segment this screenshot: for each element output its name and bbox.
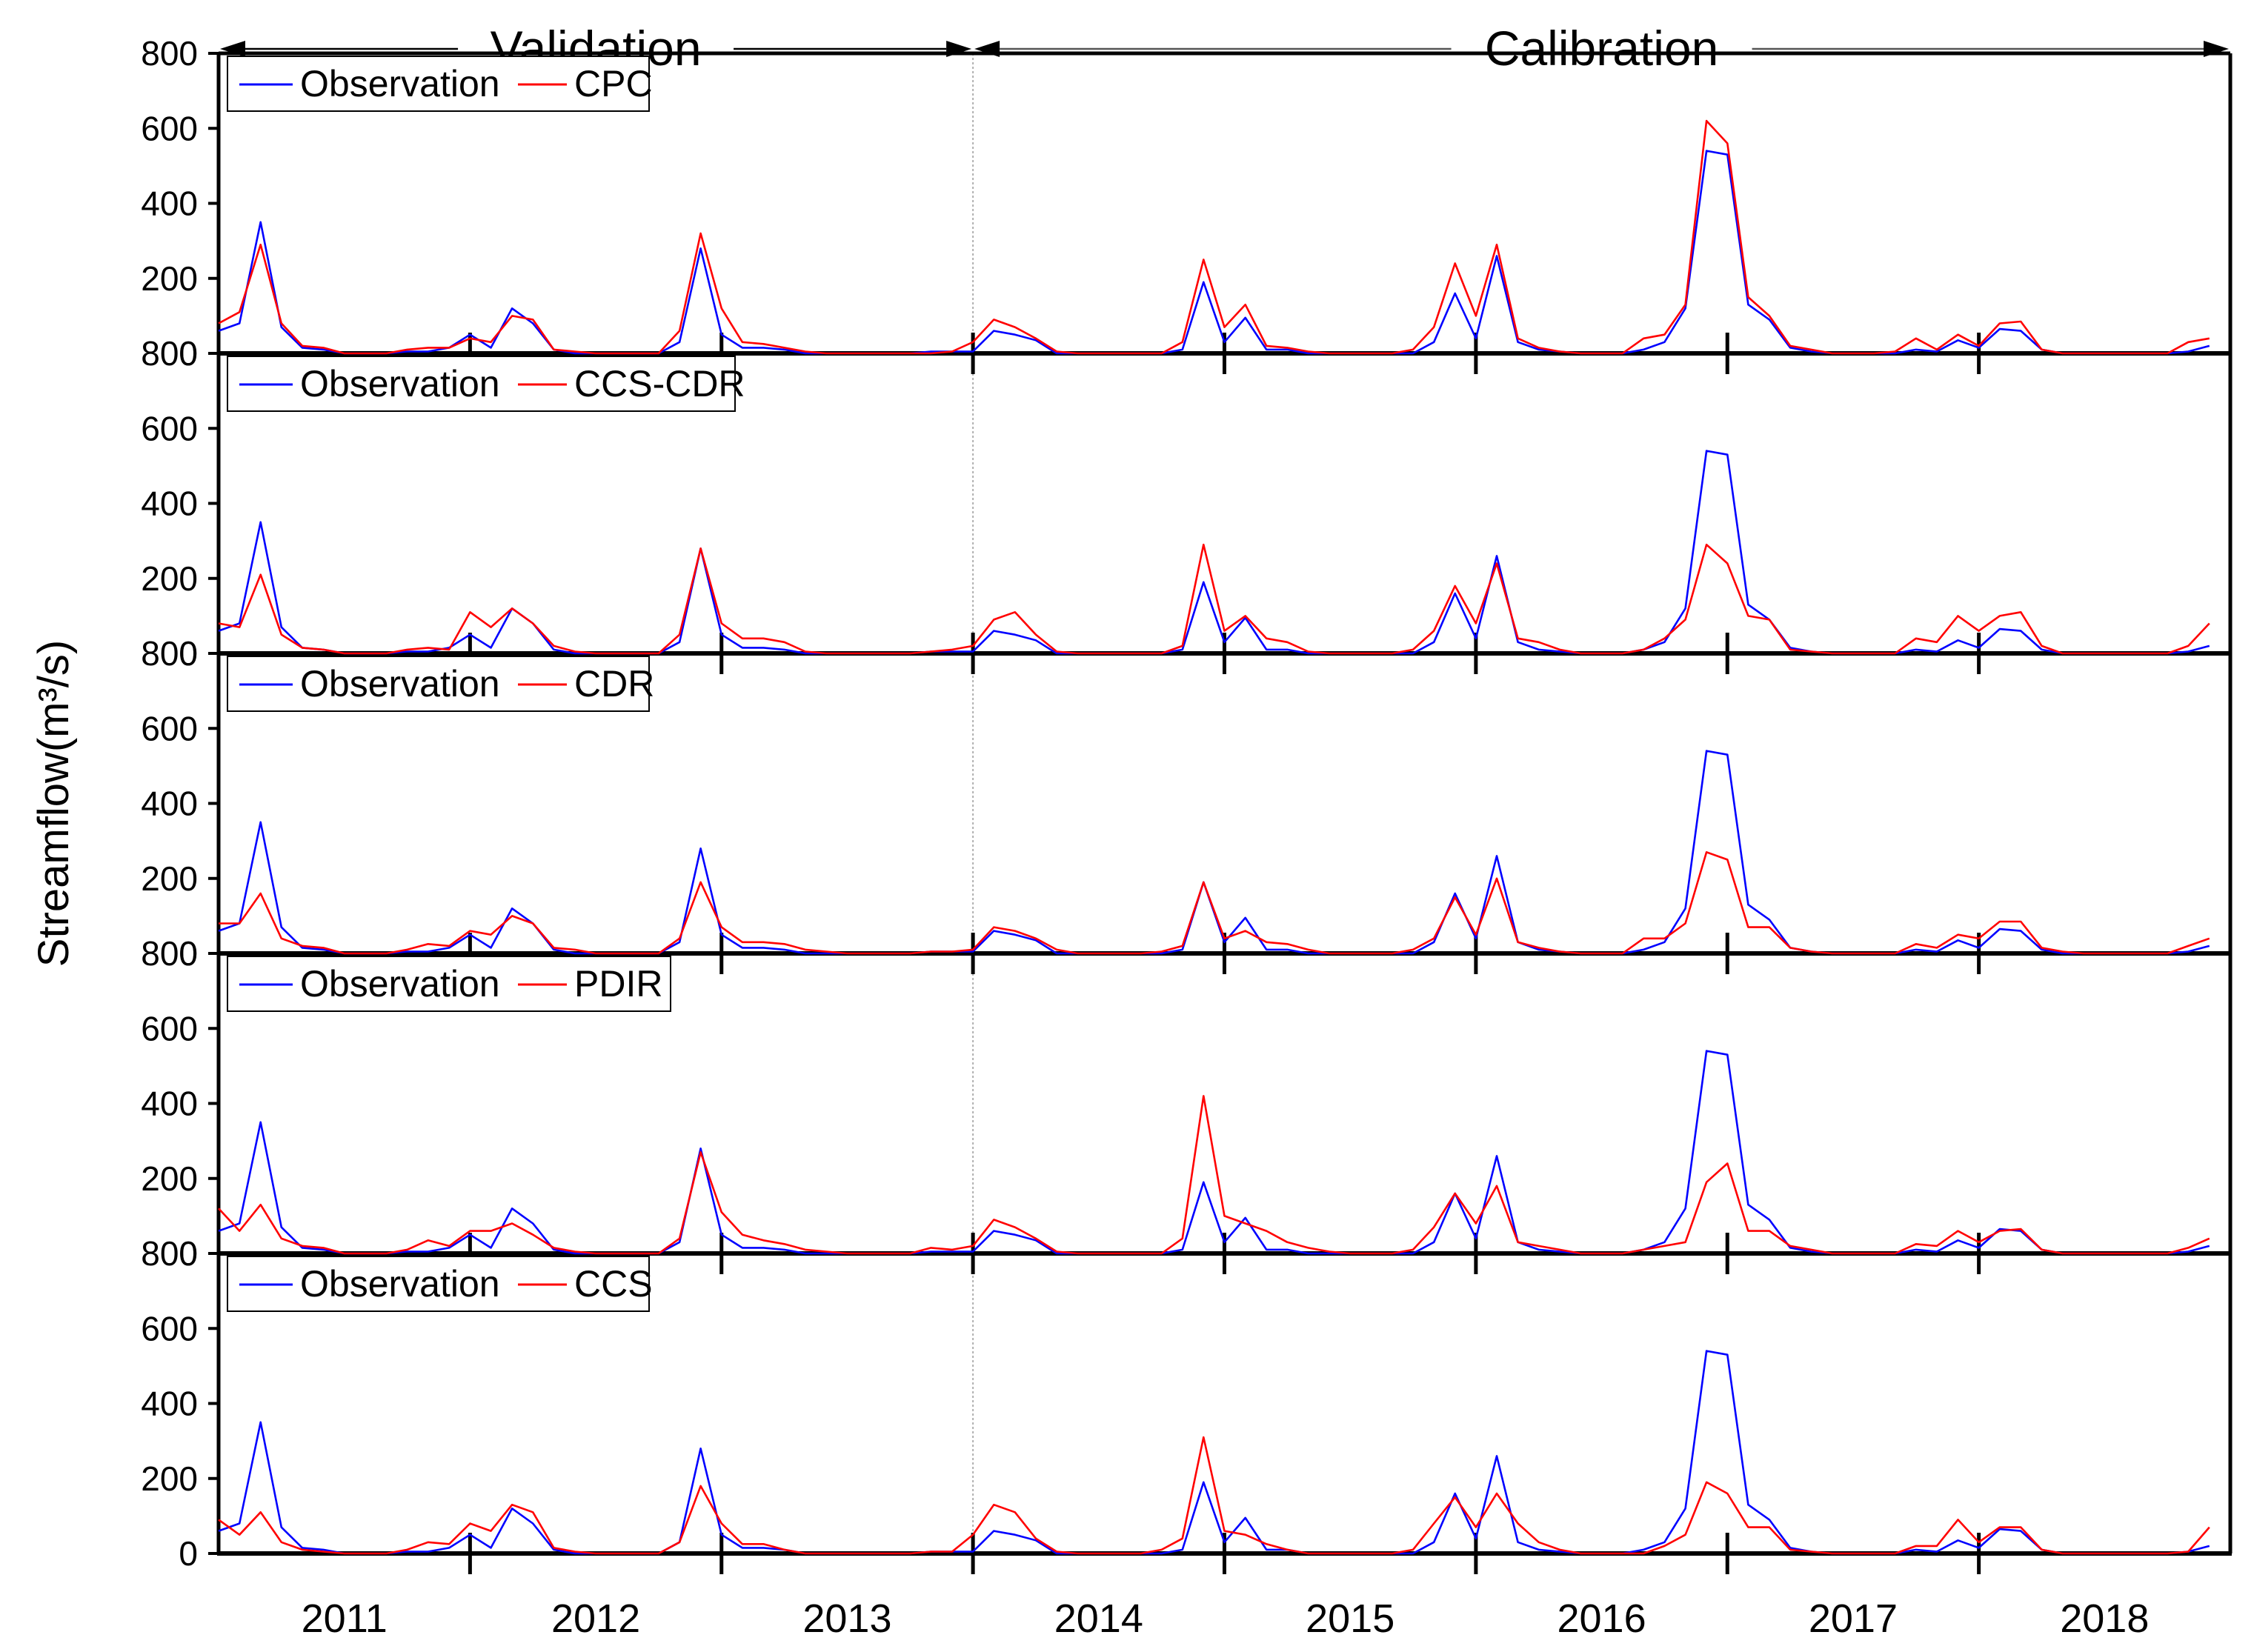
legend-model-label: PDIR (574, 963, 662, 1005)
model-series-line (218, 543, 2210, 655)
legend-box (227, 956, 671, 1012)
y-axis-title: Streamflow(m³/s) (30, 640, 78, 967)
period-header-calibration: Calibration (974, 21, 2229, 76)
y-tick-label: 400 (141, 785, 198, 823)
y-tick-label: 200 (141, 1159, 198, 1198)
legend-box (227, 1256, 650, 1312)
y-tick-label: 400 (141, 1085, 198, 1123)
legend: Observation CDR (227, 656, 654, 712)
legend-box (227, 656, 650, 712)
y-tick-label: 0 (179, 1534, 198, 1573)
y-tick-label: 200 (141, 259, 198, 298)
y-tick-label: 800 (141, 34, 198, 73)
x-year-label: 2018 (2060, 1596, 2149, 1641)
legend-observation-label: Observation (300, 963, 500, 1005)
y-tick-label: 400 (141, 484, 198, 523)
x-year-label: 2012 (551, 1596, 640, 1641)
panel-ccs: 0 200 400 600 800 Observation CCS (141, 1234, 2233, 1574)
observation-series-line (218, 150, 2210, 355)
y-tick-label: 600 (141, 1009, 198, 1048)
legend-model-label: CPC (574, 63, 653, 104)
panel-cpc: 0 200 400 600 800 Observation CPC (141, 34, 2233, 374)
y-tick-label: 200 (141, 1459, 198, 1498)
period-label-calibration: Calibration (1485, 21, 1719, 76)
y-tick-label: 400 (141, 1385, 198, 1423)
legend-observation-label: Observation (300, 363, 500, 404)
y-tick-label: 600 (141, 409, 198, 447)
x-year-label: 2011 (302, 1596, 388, 1641)
x-year-label: 2017 (1809, 1596, 1898, 1641)
x-year-label: 2016 (1557, 1596, 1646, 1641)
panel-pdir: 0 200 400 600 800 Observation PDIR (141, 934, 2233, 1274)
legend-observation-label: Observation (300, 663, 500, 705)
legend-model-label: CCS-CDR (574, 363, 745, 404)
x-year-label: 2015 (1306, 1596, 1394, 1641)
y-tick-label: 0 (179, 334, 198, 373)
model-series-line (218, 1436, 2210, 1555)
observation-series-line (218, 750, 2210, 955)
y-tick-label: 800 (141, 334, 198, 373)
y-tick-label: 0 (179, 634, 198, 673)
legend: Observation CPC (227, 56, 653, 112)
y-tick-label: 0 (179, 1234, 198, 1273)
y-tick-label: 800 (141, 634, 198, 673)
legend: Observation PDIR (227, 956, 671, 1012)
legend-model-label: CDR (574, 663, 654, 705)
y-tick-label: 0 (179, 934, 198, 973)
legend-observation-label: Observation (300, 1263, 500, 1305)
y-tick-label: 200 (141, 859, 198, 898)
panel-cdr: 0 200 400 600 800 Observation CDR (141, 634, 2233, 974)
y-tick-label: 200 (141, 559, 198, 598)
model-series-line (219, 851, 2210, 955)
legend: Observation CCS (227, 1256, 653, 1312)
legend-observation-label: Observation (300, 63, 500, 104)
model-series-line (218, 119, 2210, 355)
y-tick-label: 400 (141, 184, 198, 223)
panel-ccs-cdr: 0 200 400 600 800 Observation CCS-CDR (141, 334, 2233, 674)
y-tick-label: 600 (141, 109, 198, 147)
legend-box (227, 356, 736, 412)
legend-model-label: CCS (574, 1263, 653, 1305)
y-tick-label: 600 (141, 709, 198, 747)
y-tick-label: 800 (141, 934, 198, 973)
observation-series-line (218, 1350, 2210, 1555)
x-year-label: 2013 (802, 1596, 891, 1641)
observation-series-line (218, 450, 2210, 655)
y-tick-label: 600 (141, 1309, 198, 1348)
x-year-label: 2014 (1054, 1596, 1143, 1641)
legend-box (227, 56, 650, 112)
model-series-line (218, 1095, 2210, 1255)
y-tick-label: 800 (141, 1234, 198, 1273)
legend: Observation CCS-CDR (227, 356, 745, 412)
